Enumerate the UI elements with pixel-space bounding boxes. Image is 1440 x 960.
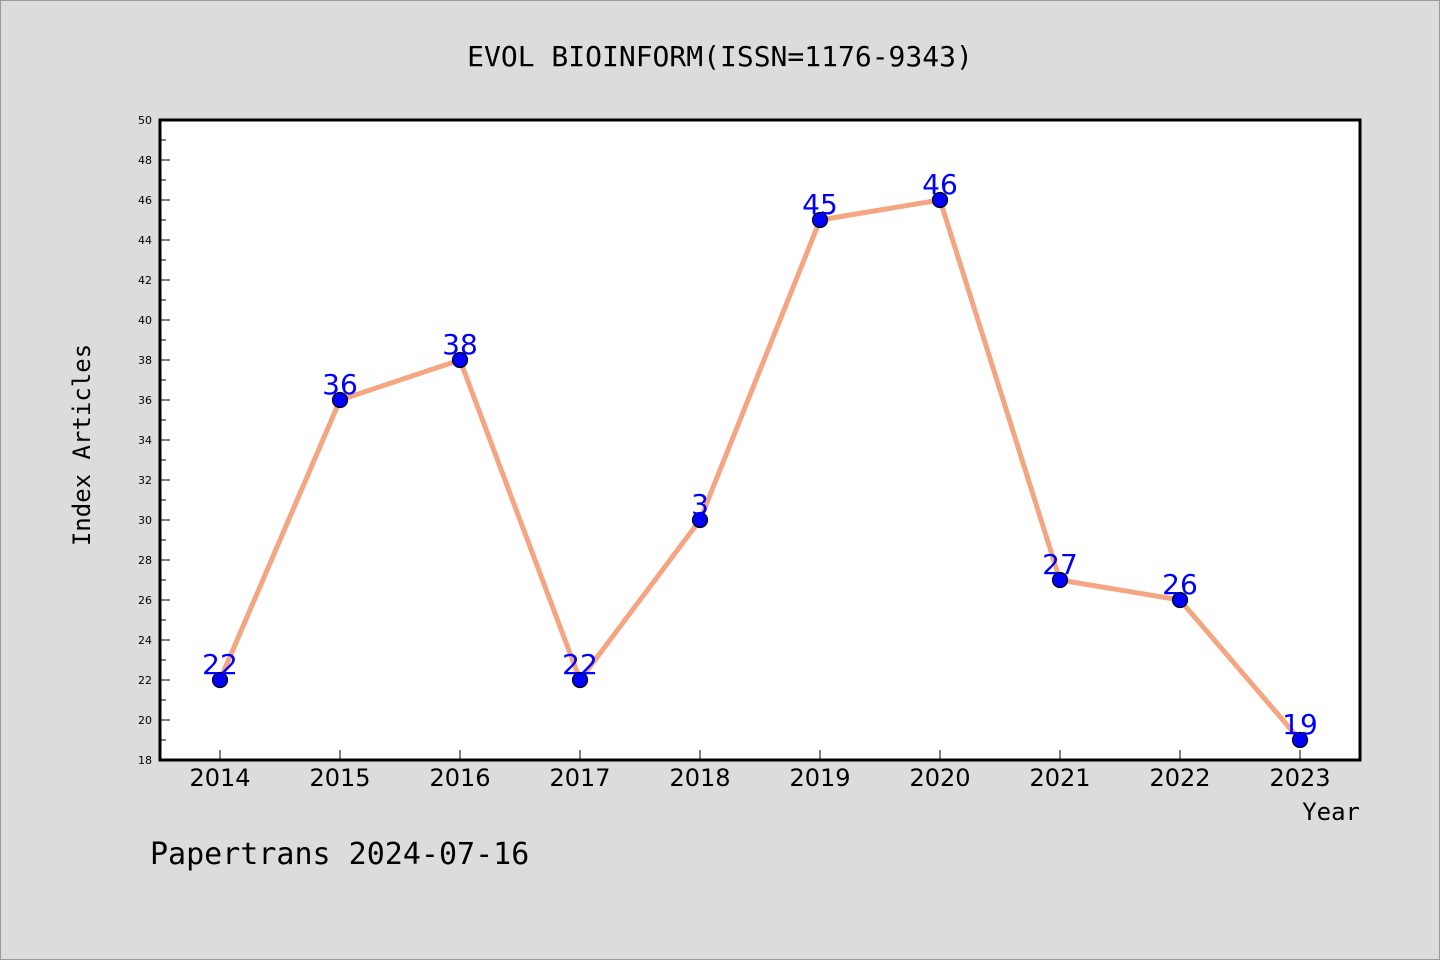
- y-tick-label: 20: [138, 714, 152, 727]
- data-label: 45: [802, 188, 838, 221]
- data-label: 46: [922, 168, 958, 201]
- watermark: Papertrans 2024-07-16: [150, 837, 529, 872]
- y-tick-label: 40: [138, 314, 152, 327]
- y-axis-label: Index Articles: [68, 344, 96, 546]
- data-point: [571, 671, 589, 689]
- data-point: [211, 671, 229, 689]
- x-tick-label: 2022: [1149, 764, 1210, 792]
- plot-area: [158, 118, 1362, 762]
- data-point: [331, 391, 349, 409]
- data-label: 22: [202, 648, 238, 681]
- x-tick-label: 2019: [789, 764, 850, 792]
- data-labels: 22 36 38 22 3 45 46 27 26 19: [202, 168, 1318, 741]
- y-axis: 18 20 22 24 26 28 30 32 34 36 38 40 42 44 46 48 50: [138, 114, 170, 767]
- y-tick-label: 28: [138, 554, 152, 567]
- data-point: [451, 351, 469, 369]
- y-tick-label: 50: [138, 114, 152, 127]
- data-label: 36: [322, 368, 358, 401]
- x-tick-label: 2016: [429, 764, 490, 792]
- data-point: [1171, 591, 1189, 609]
- data-label: 22: [562, 648, 598, 681]
- y-tick-label: 38: [138, 354, 152, 367]
- y-tick-label: 34: [138, 434, 152, 447]
- x-tick-label: 2021: [1029, 764, 1090, 792]
- data-point: [691, 511, 709, 529]
- data-label: 38: [442, 328, 478, 361]
- y-tick-label: 46: [138, 194, 152, 207]
- data-point: [1051, 571, 1069, 589]
- x-tick-label: 2018: [669, 764, 730, 792]
- x-tick-label: 2015: [309, 764, 370, 792]
- y-tick-label: 22: [138, 674, 152, 687]
- y-tick-label: 18: [138, 754, 152, 767]
- y-tick-label: 36: [138, 394, 152, 407]
- data-point: [811, 211, 829, 229]
- y-tick-label: 32: [138, 474, 152, 487]
- data-label: 19: [1282, 708, 1318, 741]
- data-points: [211, 191, 1309, 749]
- x-tick-label: 2023: [1269, 764, 1330, 792]
- chart-title: EVOL BIOINFORM(ISSN=1176-9343): [467, 40, 973, 73]
- y-tick-label: 24: [138, 634, 152, 647]
- x-tick-label: 2017: [549, 764, 610, 792]
- x-axis-label: Year: [1302, 798, 1360, 826]
- data-label: 3: [691, 488, 709, 521]
- y-tick-label: 26: [138, 594, 152, 607]
- y-tick-label: 30: [138, 514, 152, 527]
- data-point: [931, 191, 949, 209]
- x-tick-label: 2020: [909, 764, 970, 792]
- y-tick-label: 44: [138, 234, 152, 247]
- data-label: 26: [1162, 568, 1198, 601]
- x-tick-label: 2014: [189, 764, 250, 792]
- y-tick-label: 42: [138, 274, 152, 287]
- y-tick-label: 48: [138, 154, 152, 167]
- series-line: [217, 197, 1303, 743]
- x-axis: 2014 2015 2016 2017 2018 2019 2020 2021 2022 2023: [189, 750, 1331, 792]
- data-point: [1291, 731, 1309, 749]
- data-label: 27: [1042, 548, 1078, 581]
